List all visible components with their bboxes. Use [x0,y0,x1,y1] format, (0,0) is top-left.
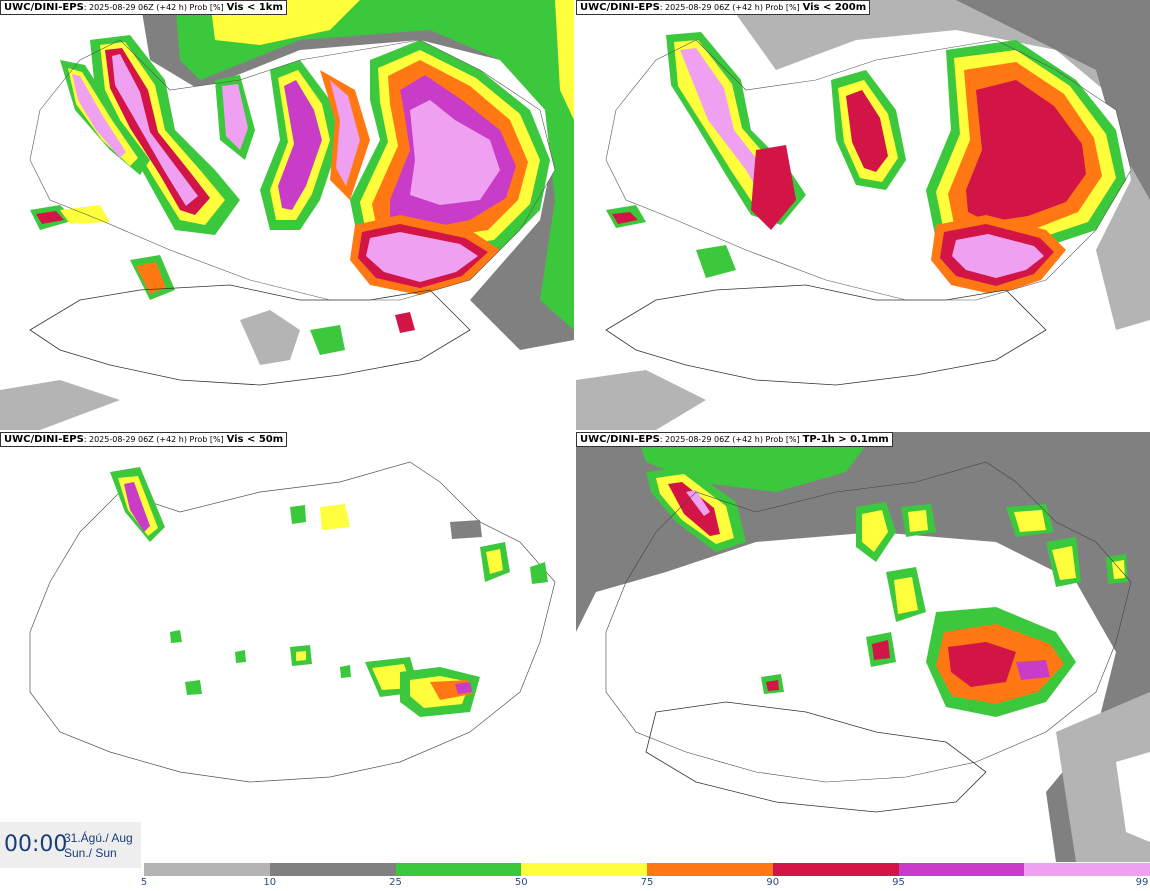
map-panel-vis-50m: UWC/DINI-EPS: 2025-08-29 06Z (+42 h) Pro… [0,432,574,862]
colorbar-segment [772,863,899,876]
model-source: UWC/DINI-EPS [580,2,660,13]
map-panel-vis-200m: UWC/DINI-EPS: 2025-08-29 06Z (+42 h) Pro… [576,0,1150,430]
iceland-map-tp-1h [576,432,1150,862]
colorbar-segment [395,863,522,876]
run-meta: : 2025-08-29 06Z (+42 h) Prob [%] [83,3,224,12]
iceland-map-vis-1km [0,0,574,430]
colorbar-tick-label: 99 [1135,877,1149,888]
probability-colorbar [144,863,1150,876]
colorbar-segment [898,863,1025,876]
map-panel-tp-1h: UWC/DINI-EPS: 2025-08-29 06Z (+42 h) Pro… [576,432,1150,862]
panel-title: UWC/DINI-EPS: 2025-08-29 06Z (+42 h) Pro… [0,432,288,447]
valid-time: 00:00 [4,832,68,857]
variable-label: TP-1h > 0.1mm [802,434,889,445]
valid-date-line2: Sun./ Sun [64,846,117,860]
model-source: UWC/DINI-EPS [4,434,84,445]
iceland-map-vis-50m [0,432,574,862]
run-meta: : 2025-08-29 06Z (+42 h) Prob [%] [659,3,800,12]
colorbar-segment [269,863,396,876]
panel-title: UWC/DINI-EPS: 2025-08-29 06Z (+42 h) Pro… [576,432,893,447]
variable-label: Vis < 50m [226,434,284,445]
valid-date-line1: 31.Ágú./ Aug [64,831,133,845]
colorbar-segment [647,863,773,876]
model-source: UWC/DINI-EPS [4,2,84,13]
colorbar-segment [144,863,270,876]
colorbar-segment [521,863,647,876]
iceland-map-vis-200m [576,0,1150,430]
colorbar-segment [1024,863,1150,876]
variable-label: Vis < 1km [226,2,283,13]
colorbar-tick-label: 5 [140,877,148,888]
colorbar-tick-label: 75 [640,877,654,888]
colorbar-tick-label: 25 [389,877,402,888]
run-meta: : 2025-08-29 06Z (+42 h) Prob [%] [83,435,224,444]
colorbar-tick-label: 50 [514,877,528,888]
valid-time-box: 00:00 31.Ágú./ Aug Sun./ Sun [0,822,141,868]
colorbar-tick-label: 90 [766,877,780,888]
map-panel-vis-1km: UWC/DINI-EPS: 2025-08-29 06Z (+42 h) Pro… [0,0,574,430]
colorbar-tick-label: 10 [263,877,277,888]
panel-title: UWC/DINI-EPS: 2025-08-29 06Z (+42 h) Pro… [576,0,871,15]
run-meta: : 2025-08-29 06Z (+42 h) Prob [%] [659,435,800,444]
colorbar-tick-label: 95 [892,877,905,888]
variable-label: Vis < 200m [802,2,867,13]
model-source: UWC/DINI-EPS [580,434,660,445]
panel-title: UWC/DINI-EPS: 2025-08-29 06Z (+42 h) Pro… [0,0,287,15]
